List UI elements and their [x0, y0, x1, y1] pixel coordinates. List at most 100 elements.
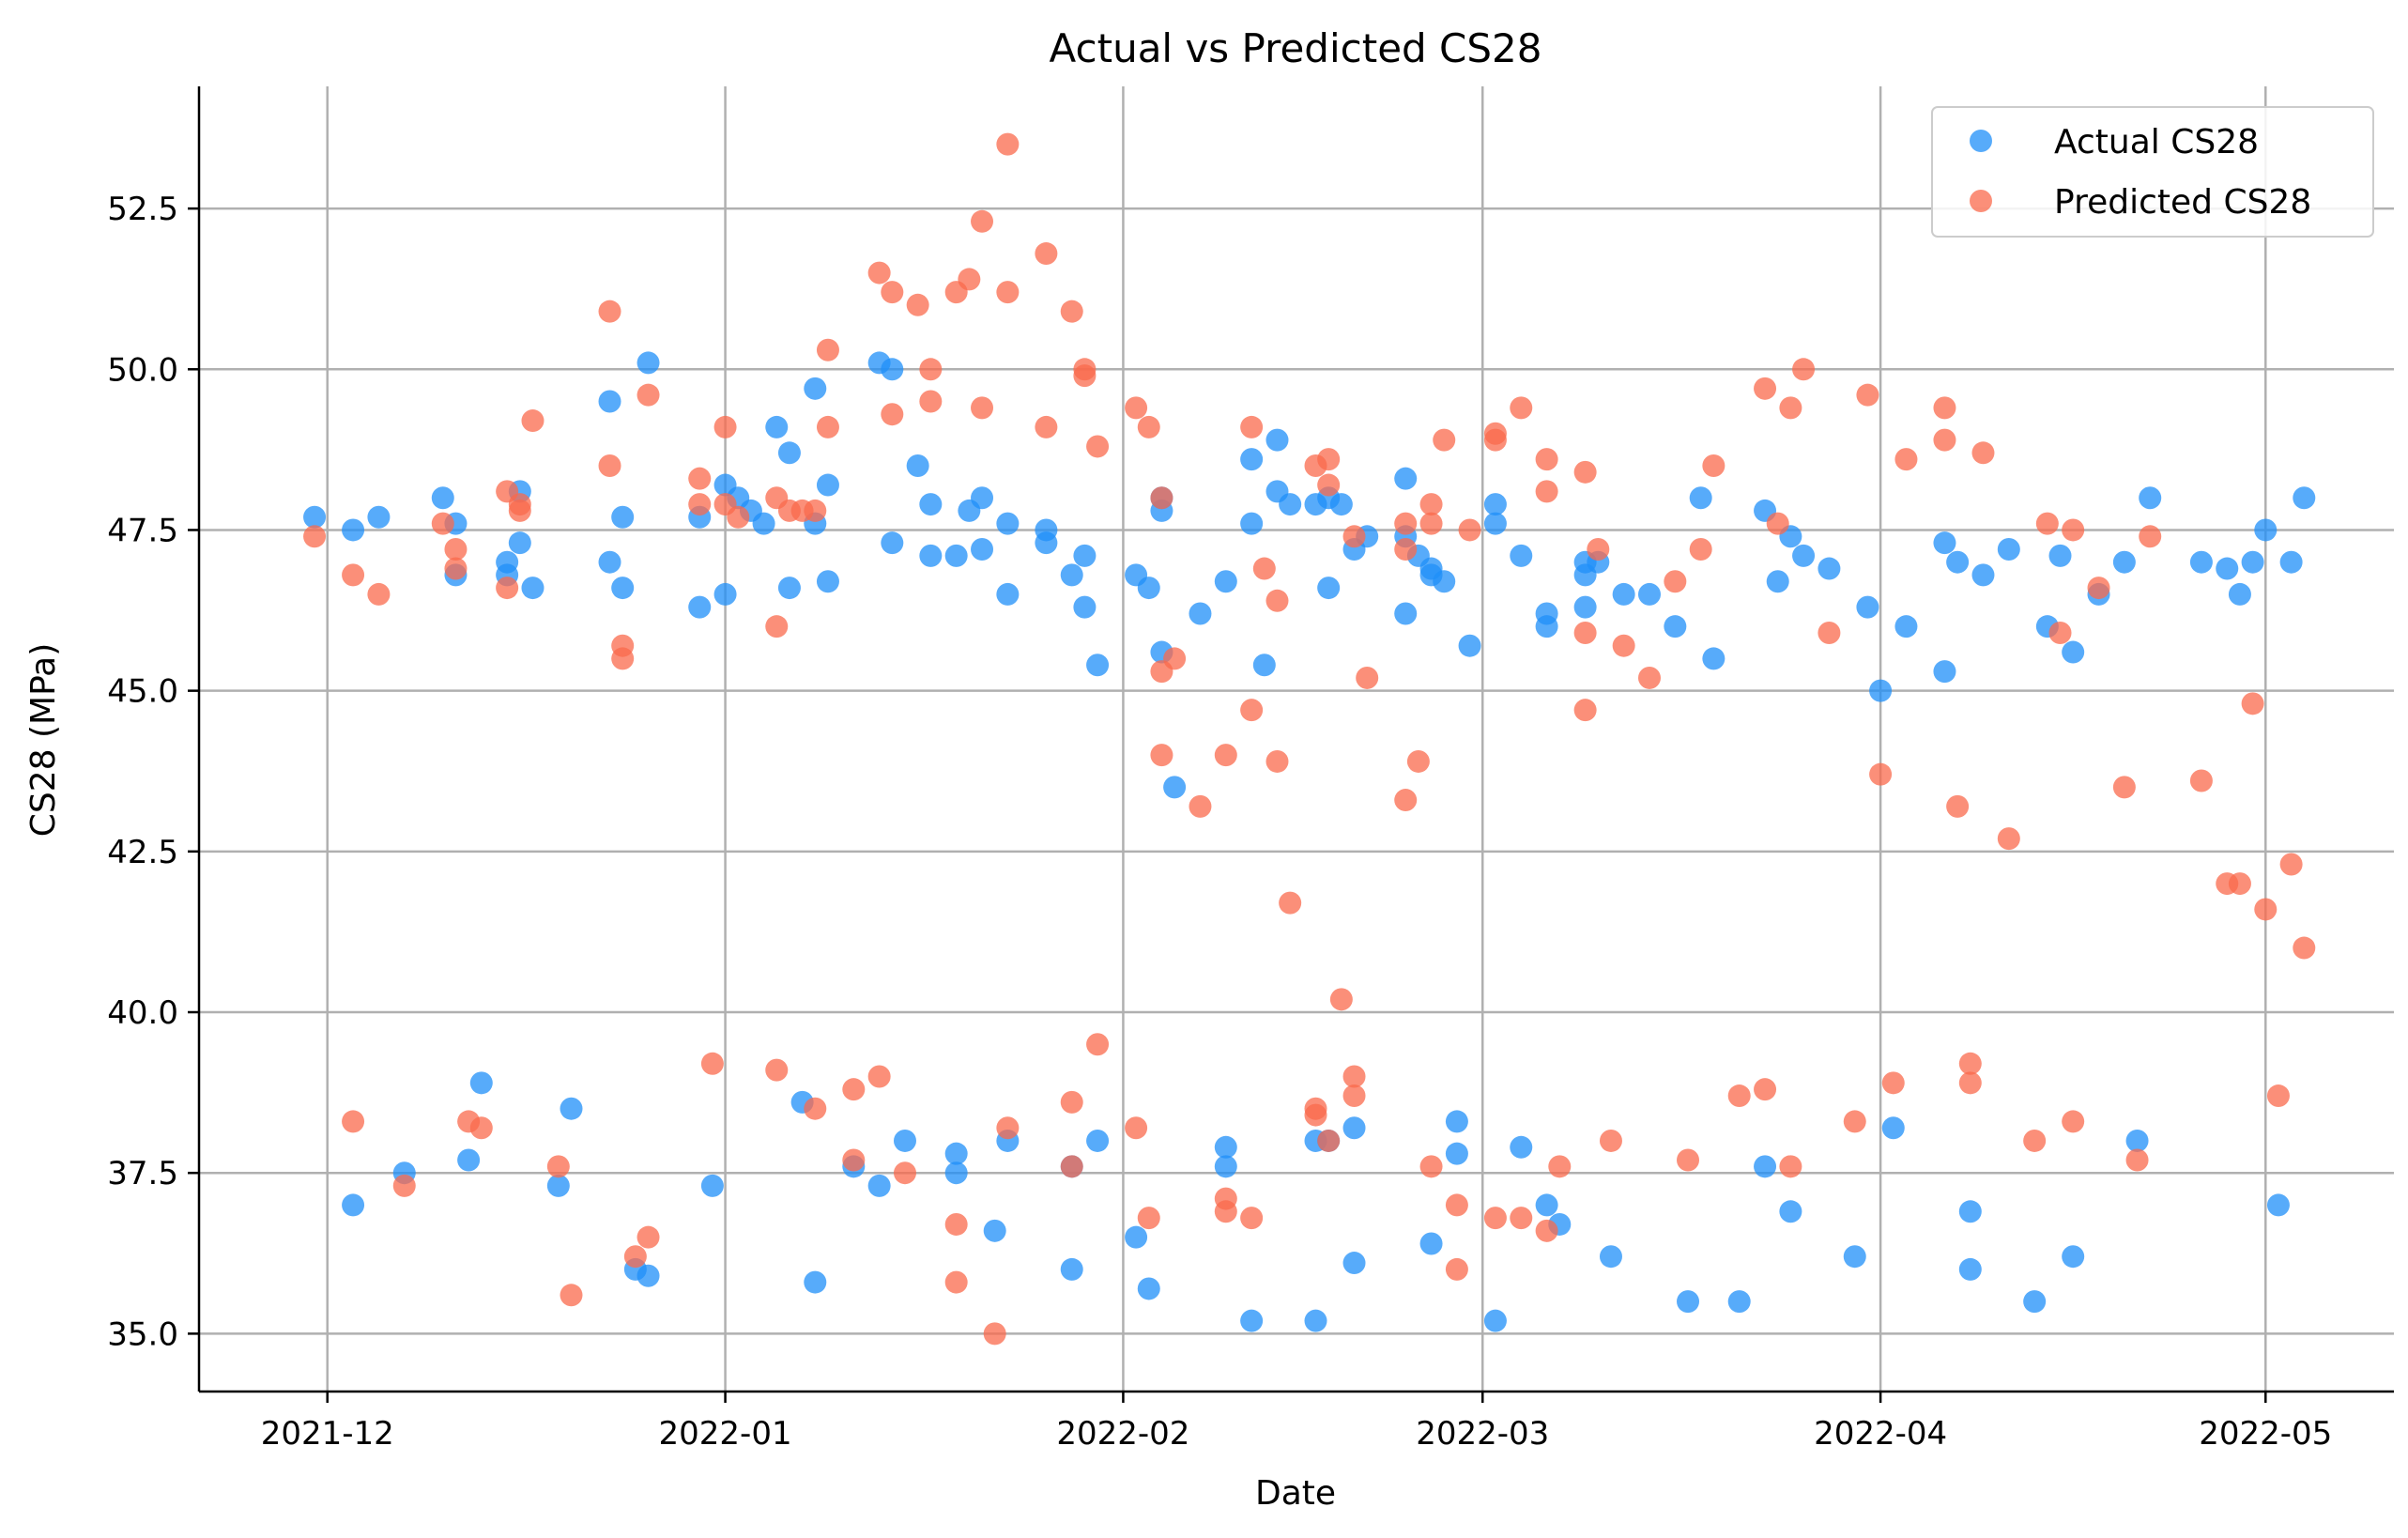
predicted-point — [1240, 1207, 1264, 1230]
predicted-point — [2254, 898, 2278, 921]
actual-point — [611, 505, 635, 529]
y-tick-label: 52.5 — [107, 191, 178, 228]
predicted-point — [637, 1225, 660, 1249]
predicted-point — [1394, 512, 1418, 535]
predicted-point — [958, 268, 981, 291]
predicted-point — [1189, 794, 1212, 818]
actual-point — [1933, 531, 1956, 555]
predicted-point — [1818, 622, 1841, 645]
predicted-point — [996, 1116, 1020, 1140]
predicted-point — [1587, 538, 1610, 561]
predicted-point — [1689, 538, 1712, 561]
actual-point — [2266, 1193, 2290, 1217]
actual-point — [1689, 486, 1712, 510]
y-tick-label: 42.5 — [107, 834, 178, 871]
actual-point — [2241, 550, 2264, 574]
actual-point — [1573, 595, 1597, 619]
predicted-point — [1946, 794, 1970, 818]
actual-point — [2062, 1245, 2085, 1269]
predicted-point — [688, 493, 712, 516]
predicted-point — [1406, 749, 1430, 773]
actual-point — [1329, 493, 1353, 516]
actual-point — [1779, 1200, 1802, 1223]
actual-point — [816, 473, 839, 497]
y-tick-label: 50.0 — [107, 351, 178, 389]
x-tick-label: 2022-04 — [1814, 1415, 1947, 1453]
predicted-point — [1971, 441, 1995, 465]
predicted-point — [560, 1284, 583, 1307]
predicted-point — [919, 358, 943, 381]
predicted-point — [1958, 1071, 1982, 1095]
actual-point — [1535, 615, 1558, 638]
predicted-point — [893, 1161, 916, 1185]
actual-point — [1394, 602, 1418, 625]
actual-point — [508, 531, 531, 555]
predicted-point — [598, 454, 621, 477]
predicted-point — [392, 1174, 416, 1197]
predicted-point — [1125, 1116, 1148, 1140]
predicted-point — [431, 512, 454, 535]
actual-point — [431, 486, 454, 510]
actual-point — [1958, 1200, 1982, 1223]
actual-point — [1240, 1309, 1264, 1332]
chart-title: Actual vs Predicted CS28 — [1050, 25, 1542, 71]
actual-point — [1265, 428, 1289, 452]
predicted-point — [944, 1270, 968, 1294]
predicted-point — [1342, 525, 1366, 548]
actual-point — [598, 390, 621, 413]
axes — [188, 86, 2394, 1403]
predicted-point — [1548, 1155, 1572, 1178]
predicted-point — [1265, 749, 1289, 773]
actual-point — [1612, 582, 1635, 606]
predicted-point — [1779, 1155, 1802, 1178]
actual-point — [367, 505, 391, 529]
x-tick-label: 2022-01 — [659, 1415, 792, 1453]
y-tick-label: 35.0 — [107, 1315, 178, 1353]
predicted-point — [1060, 300, 1083, 323]
predicted-point — [2139, 525, 2162, 548]
predicted-point — [1342, 1065, 1366, 1088]
predicted-point — [2062, 1110, 2085, 1133]
actual-point — [2125, 1129, 2149, 1152]
actual-point — [611, 577, 635, 600]
actual-point — [777, 577, 801, 600]
predicted-point — [1510, 1207, 1533, 1230]
predicted-point — [700, 1052, 724, 1075]
actual-point — [1073, 595, 1097, 619]
predicted-point — [1458, 518, 1481, 542]
predicted-point — [765, 1058, 789, 1082]
predicted-point — [1881, 1071, 1905, 1095]
predicted-point — [1599, 1129, 1622, 1152]
predicted-point — [1933, 396, 1956, 420]
actual-point — [637, 351, 660, 375]
predicted-point — [2125, 1148, 2149, 1172]
actual-point — [1394, 467, 1418, 490]
predicted-point — [2035, 512, 2059, 535]
predicted-point — [1329, 988, 1353, 1011]
legend-box — [1931, 106, 2374, 238]
actual-point — [1792, 544, 1816, 567]
predicted-point — [1073, 364, 1097, 388]
actual-point — [1637, 582, 1661, 606]
predicted-point — [1573, 622, 1597, 645]
predicted-point — [2189, 769, 2213, 792]
predicted-point — [1035, 242, 1058, 266]
actual-point — [1754, 1155, 1777, 1178]
actual-point — [1035, 531, 1058, 555]
predicted-point — [1754, 1078, 1777, 1101]
predicted-point — [521, 409, 544, 433]
y-tick-label: 45.0 — [107, 673, 178, 711]
predicted-point — [2062, 518, 2085, 542]
actual-point — [1997, 538, 2020, 561]
predicted-point — [1035, 415, 1058, 438]
predicted-point — [1240, 415, 1264, 438]
actual-point — [1342, 1252, 1366, 1275]
actual-point — [1060, 563, 1083, 587]
actual-point — [1702, 647, 1725, 670]
actual-point — [1163, 776, 1187, 799]
predicted-point — [983, 1322, 1006, 1346]
predicted-point — [1214, 1200, 1237, 1223]
predicted-point — [1573, 699, 1597, 722]
actual-point — [342, 1193, 365, 1217]
actual-point — [1869, 679, 1893, 702]
